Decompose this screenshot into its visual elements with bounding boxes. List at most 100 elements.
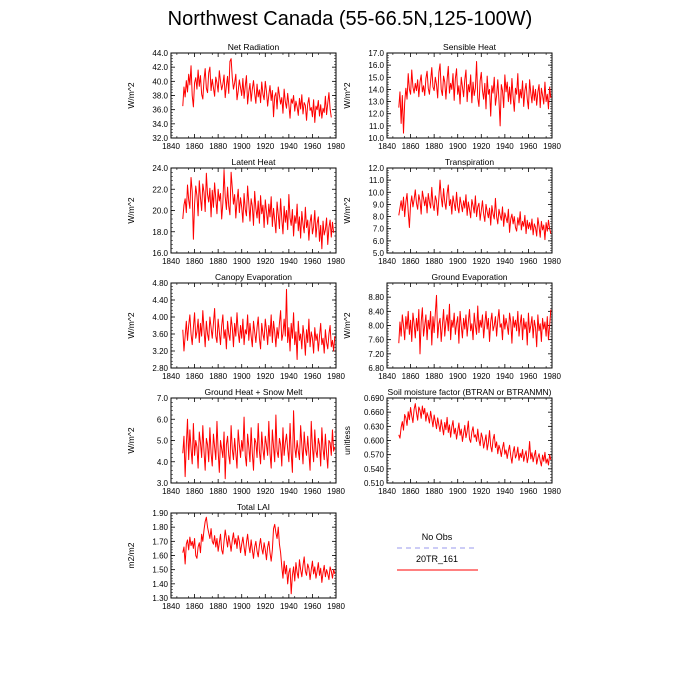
y-tick-label: 1.50 <box>152 566 168 575</box>
y-tick-label: 44.0 <box>152 49 168 58</box>
y-tick-label: 0.690 <box>364 394 385 403</box>
y-tick-label: 0.570 <box>364 451 385 460</box>
x-tick-label: 1840 <box>162 257 180 266</box>
y-tick-label: 11.0 <box>369 176 385 185</box>
panel-ground-evaporation: Ground Evaporation W/m^2 1840 1860 1880 1900 1… <box>342 272 561 381</box>
y-tick-label: 4.40 <box>152 296 168 305</box>
x-tick-label: 1960 <box>520 257 538 266</box>
x-tick-label: 1880 <box>209 142 227 151</box>
x-tick-label: 1920 <box>472 372 490 381</box>
x-tick-label: 1960 <box>304 372 322 381</box>
x-tick-label: 1980 <box>543 257 561 266</box>
x-tick-label: 1980 <box>543 487 561 496</box>
y-tick-label: 32.0 <box>152 134 168 143</box>
plot-frame <box>170 282 337 369</box>
x-tick-label: 1860 <box>186 602 204 611</box>
y-tick-label: 6.80 <box>368 364 384 373</box>
x-tick-label: 1860 <box>186 257 204 266</box>
plot-frame <box>386 167 553 254</box>
x-tick-label: 1980 <box>327 372 345 381</box>
chart-legend: No Obs 20TR_161 <box>397 532 478 571</box>
chart-panels: Net Radiation W/m^2 1840 1860 1880 1900 1920 19… <box>126 42 561 611</box>
panel-soil-moisture-factor-btran-or-btranmn: Soil moisture factor (BTRAN or BTRANMN) u… <box>342 387 561 496</box>
x-tick-label: 1940 <box>280 487 298 496</box>
x-tick-label: 1840 <box>162 487 180 496</box>
y-tick-label: 5.0 <box>157 437 169 446</box>
y-tick-label: 0.510 <box>364 479 385 488</box>
x-tick-label: 1900 <box>233 487 251 496</box>
y-tick-label: 22.0 <box>152 185 168 194</box>
y-tick-label: 7.20 <box>368 350 384 359</box>
x-tick-label: 1920 <box>472 142 490 151</box>
y-tick-label: 2.80 <box>152 364 168 373</box>
x-tick-label: 1940 <box>280 372 298 381</box>
y-tick-label: 0.600 <box>364 437 385 446</box>
x-tick-label: 1840 <box>378 487 396 496</box>
y-tick-label: 1.80 <box>152 523 168 532</box>
panel-title: Ground Evaporation <box>431 272 507 282</box>
series-line <box>182 410 336 480</box>
y-tick-label: 8.0 <box>373 213 385 222</box>
y-axis-label: unitless <box>342 426 352 455</box>
x-tick-label: 1960 <box>520 372 538 381</box>
x-tick-label: 1900 <box>449 142 467 151</box>
y-tick-label: 7.0 <box>157 394 169 403</box>
y-tick-label: 6.0 <box>157 415 169 424</box>
x-tick-label: 1940 <box>496 142 514 151</box>
series-line <box>398 403 552 467</box>
x-tick-label: 1980 <box>327 257 345 266</box>
y-tick-label: 40.0 <box>152 77 168 86</box>
y-tick-label: 9.0 <box>373 200 385 209</box>
y-axis-label: W/m^2 <box>126 82 136 108</box>
x-tick-label: 1980 <box>327 142 345 151</box>
y-tick-label: 38.0 <box>152 92 168 101</box>
series-line <box>182 169 335 250</box>
y-axis-label: W/m^2 <box>342 312 352 338</box>
panel-canopy-evaporation: Canopy Evaporation W/m^2 1840 1860 1880 1900 1… <box>126 272 345 381</box>
y-tick-label: 6.0 <box>373 237 385 246</box>
panel-latent-heat: Latent Heat W/m^2 1840 1860 1880 1900 1920 1940… <box>126 157 345 266</box>
x-tick-label: 1940 <box>496 487 514 496</box>
y-tick-label: 15.0 <box>368 73 384 82</box>
y-axis-label: W/m^2 <box>342 82 352 108</box>
y-tick-label: 8.40 <box>368 307 384 316</box>
x-tick-label: 1860 <box>402 487 420 496</box>
x-tick-label: 1900 <box>449 487 467 496</box>
legend-label: 20TR_161 <box>416 554 458 564</box>
x-tick-label: 1860 <box>402 372 420 381</box>
y-axis-label: W/m^2 <box>126 312 136 338</box>
legend-entry: No Obs <box>397 532 478 549</box>
x-tick-label: 1980 <box>327 602 345 611</box>
panel-sensible-heat: Sensible Heat W/m^2 1840 1860 1880 1900 1920 19… <box>342 42 561 151</box>
x-tick-label: 1980 <box>543 372 561 381</box>
x-tick-label: 1840 <box>378 372 396 381</box>
panel-title: Ground Heat + Snow Melt <box>204 387 303 397</box>
x-tick-label: 1900 <box>449 257 467 266</box>
panel-title: Canopy Evaporation <box>215 272 292 282</box>
y-tick-label: 10.0 <box>368 188 384 197</box>
y-tick-label: 12.0 <box>368 110 384 119</box>
y-tick-label: 3.20 <box>152 347 168 356</box>
y-tick-label: 5.0 <box>373 249 385 258</box>
x-tick-label: 1960 <box>520 142 538 151</box>
y-tick-label: 1.70 <box>152 537 168 546</box>
series-line <box>182 58 332 123</box>
series-line <box>398 294 552 355</box>
x-tick-label: 1840 <box>162 602 180 611</box>
y-tick-label: 0.660 <box>364 408 385 417</box>
x-tick-label: 1900 <box>449 372 467 381</box>
panel-net-radiation: Net Radiation W/m^2 1840 1860 1880 1900 1920 19… <box>126 42 345 151</box>
y-tick-label: 1.30 <box>152 594 168 603</box>
y-tick-label: 7.0 <box>373 225 385 234</box>
x-tick-label: 1940 <box>280 142 298 151</box>
y-tick-label: 1.60 <box>152 552 168 561</box>
x-tick-label: 1880 <box>425 372 443 381</box>
x-tick-label: 1880 <box>425 487 443 496</box>
series-line <box>398 61 552 134</box>
panel-ground-heat-snow-melt: Ground Heat + Snow Melt W/m^2 1840 1860 1880… <box>126 387 345 496</box>
y-tick-label: 42.0 <box>152 63 168 72</box>
y-tick-label: 24.0 <box>152 164 168 173</box>
x-tick-label: 1900 <box>233 142 251 151</box>
x-tick-label: 1860 <box>186 142 204 151</box>
